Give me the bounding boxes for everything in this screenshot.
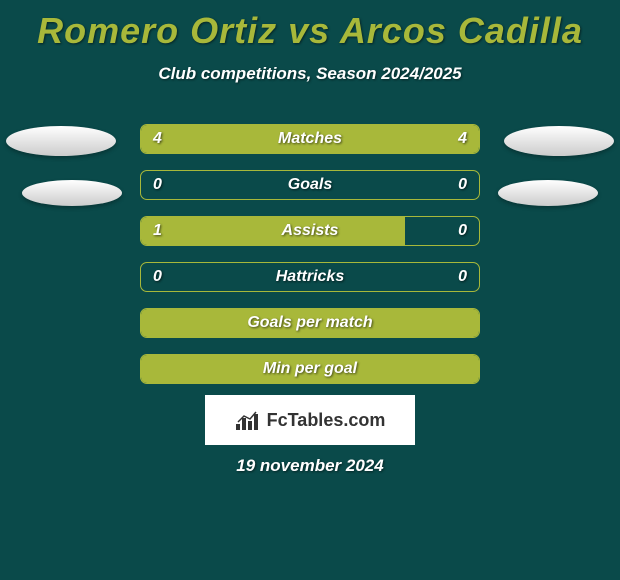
stat-row: 00Hattricks (140, 262, 480, 292)
logo-box: FcTables.com (205, 395, 415, 445)
decor-ellipse-top-left (6, 126, 116, 156)
stat-label: Min per goal (141, 355, 479, 383)
stat-label: Matches (141, 125, 479, 153)
page-title: Romero Ortiz vs Arcos Cadilla (0, 0, 620, 52)
stat-label: Assists (141, 217, 479, 245)
stat-label: Hattricks (141, 263, 479, 291)
logo-text: FcTables.com (267, 410, 386, 431)
stat-label: Goals (141, 171, 479, 199)
stat-row: 44Matches (140, 124, 480, 154)
stat-row: 00Goals (140, 170, 480, 200)
date-text: 19 november 2024 (0, 456, 620, 476)
decor-ellipse-bottom-left (22, 180, 122, 206)
fctables-logo-icon (235, 409, 261, 431)
stat-row: 10Assists (140, 216, 480, 246)
bars-container: 44Matches 00Goals 10Assists 00Hattricks Goal… (140, 124, 480, 400)
stat-row: Goals per match (140, 308, 480, 338)
stat-label: Goals per match (141, 309, 479, 337)
decor-ellipse-top-right (504, 126, 614, 156)
page-subtitle: Club competitions, Season 2024/2025 (0, 64, 620, 84)
decor-ellipse-bottom-right (498, 180, 598, 206)
stat-row: Min per goal (140, 354, 480, 384)
